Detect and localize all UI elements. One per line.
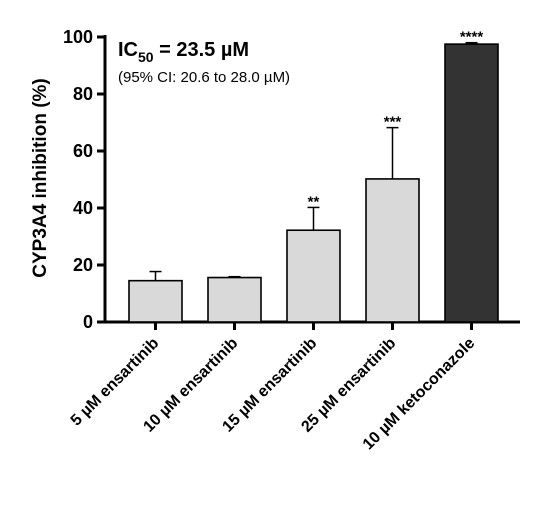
y-tick-label: 100: [63, 27, 93, 47]
bar: [365, 178, 420, 323]
y-tick-label: 20: [73, 255, 93, 275]
significance-label: ****: [460, 29, 484, 46]
y-tick-label: 0: [83, 312, 93, 332]
bar: [207, 276, 262, 323]
bar: [444, 43, 499, 323]
significance-label: ***: [384, 114, 402, 131]
bar: [128, 279, 183, 323]
y-axis-label: CYP3A4 inhibition (%): [30, 78, 51, 278]
y-tick-label: 40: [73, 198, 93, 218]
significance-label: **: [308, 193, 320, 210]
ic50-text: IC50 = 23.5 µM: [118, 39, 249, 65]
y-tick-label: 80: [73, 84, 93, 104]
bars: *********: [128, 29, 499, 323]
bar: [286, 229, 341, 323]
y-tick-label: 60: [73, 141, 93, 161]
ic50-ci-text: (95% CI: 20.6 to 28.0 µM): [118, 69, 290, 86]
ic50-annotation: IC50 = 23.5 µM (95% CI: 20.6 to 28.0 µM): [118, 39, 290, 86]
